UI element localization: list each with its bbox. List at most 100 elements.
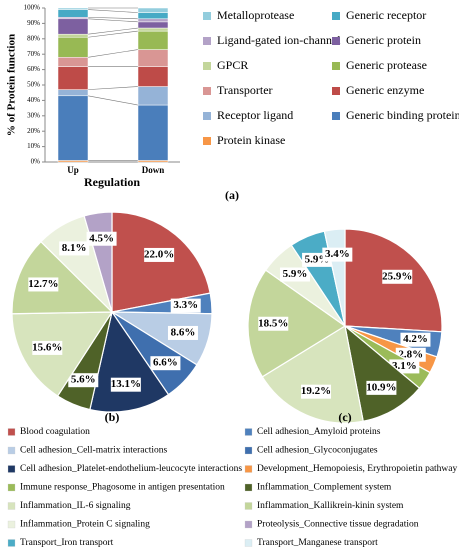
x-tick-label: Down	[142, 165, 165, 175]
legend-label: Inflammation_Protein C signaling	[20, 519, 150, 530]
x-axis-label: Regulation	[84, 175, 140, 189]
legend-swatch	[244, 539, 253, 547]
y-tick-label: 90%	[27, 19, 40, 27]
bar-segment	[137, 66, 169, 87]
legend-swatch	[244, 465, 253, 473]
legend-swatch	[7, 465, 16, 473]
legend-swatch	[7, 428, 16, 436]
legend-swatch	[7, 520, 16, 529]
legend-swatch	[203, 62, 211, 70]
data-label: 3.3%	[173, 299, 198, 311]
legend-label: Blood coagulation	[20, 427, 90, 437]
bar-segment	[137, 49, 169, 67]
bar-segment	[57, 37, 89, 58]
data-label-box	[301, 384, 332, 399]
bar-segment	[57, 89, 89, 97]
bar-segment	[137, 104, 169, 161]
data-label-box	[144, 247, 175, 262]
bar-segment	[137, 18, 169, 23]
data-label: 13.1%	[111, 378, 141, 390]
connector-line	[87, 27, 139, 35]
legend-label: Transport_Iron transport	[20, 538, 114, 548]
data-label-box	[382, 269, 413, 284]
legend-swatch	[244, 520, 253, 529]
legend-label: Ligand-gated ion-channel	[217, 33, 341, 47]
legend-label: Generic protein	[346, 33, 421, 47]
legend-label: Immune response_Phagosome in antigen pre…	[20, 483, 225, 493]
data-label-box	[110, 377, 141, 392]
legend-label: Inflammation_Complement system	[257, 482, 392, 493]
y-axis-label: % of Protein function	[6, 34, 18, 136]
legend-label: Transport_Manganese transport	[257, 538, 378, 548]
x-tick-label: Up	[67, 165, 79, 175]
legend-swatch	[203, 87, 211, 95]
data-label-box	[59, 241, 90, 256]
bar-segment	[137, 86, 169, 106]
bar-segment	[57, 33, 89, 38]
data-label-box	[150, 356, 181, 371]
caption: (c)	[338, 410, 351, 424]
y-tick-label: 20%	[27, 127, 40, 135]
data-label: 4.5%	[89, 232, 114, 244]
y-tick-label: 70%	[27, 50, 40, 58]
caption: (a)	[225, 188, 239, 202]
pie-slice	[344, 324, 421, 422]
data-label: 3.4%	[325, 248, 350, 260]
legend-label: Generic enzyme	[346, 83, 424, 97]
legend-label: Generic binding protein	[346, 108, 459, 122]
legend-swatch	[7, 539, 16, 547]
legend-swatch	[203, 137, 211, 145]
data-label-box	[258, 316, 289, 331]
bar-segment	[57, 57, 89, 67]
pie-slice	[247, 269, 347, 378]
y-tick-label: 30%	[27, 111, 40, 119]
y-tick-label: 0%	[31, 158, 41, 166]
data-label-box	[28, 277, 59, 292]
connector-line	[87, 30, 139, 38]
data-label: 4.2%	[403, 333, 428, 345]
bar-segment	[57, 95, 89, 161]
data-label: 8.1%	[62, 242, 87, 254]
legend-swatch	[244, 446, 253, 455]
legend-swatch	[203, 37, 211, 45]
legend-label: Generic protease	[346, 58, 427, 72]
legend-swatch	[244, 502, 253, 510]
legend-swatch	[7, 483, 16, 492]
legend-label: Inflammation_Kallikrein-kinin system	[257, 500, 404, 511]
y-tick-label: 100%	[24, 4, 41, 12]
caption: (b)	[105, 410, 120, 424]
legend-swatch	[332, 62, 340, 70]
data-label: 19.2%	[301, 385, 331, 397]
data-label: 2.8%	[398, 348, 423, 360]
legend-swatch	[244, 483, 253, 492]
legend-label: Cell adhesion_Cell-matrix interactions	[20, 446, 168, 456]
y-tick-label: 10%	[27, 142, 40, 150]
data-label-box	[32, 340, 63, 355]
data-label: 6.6%	[153, 357, 178, 369]
legend-label: Development_Hemopoiesis, Erythropoietin …	[257, 464, 457, 474]
connector-line	[87, 16, 139, 20]
legend-swatch	[203, 112, 211, 120]
bar-segment	[57, 9, 89, 18]
legend-swatch	[244, 428, 253, 436]
legend-label: Transporter	[217, 83, 273, 97]
legend-label: Proteolysis_Connective tissue degradatio…	[257, 520, 419, 530]
legend-swatch	[332, 37, 340, 45]
data-label: 5.9%	[283, 268, 308, 280]
legend-label: Cell adhesion_Glycoconjugates	[257, 446, 378, 456]
pie-slice	[261, 325, 364, 424]
bar-segment	[137, 12, 169, 20]
data-label: 22.0%	[144, 248, 174, 260]
y-tick-label: 60%	[27, 65, 40, 73]
data-label: 10.9%	[366, 381, 396, 393]
connector-line	[87, 9, 139, 13]
legend-label: Protein kinase	[217, 133, 285, 147]
connector-line	[87, 18, 139, 23]
data-label-box	[68, 373, 99, 388]
pie-slice	[89, 310, 170, 413]
data-label: 12.7%	[28, 278, 58, 290]
legend-swatch	[332, 112, 340, 120]
data-label: 5.6%	[71, 374, 96, 386]
